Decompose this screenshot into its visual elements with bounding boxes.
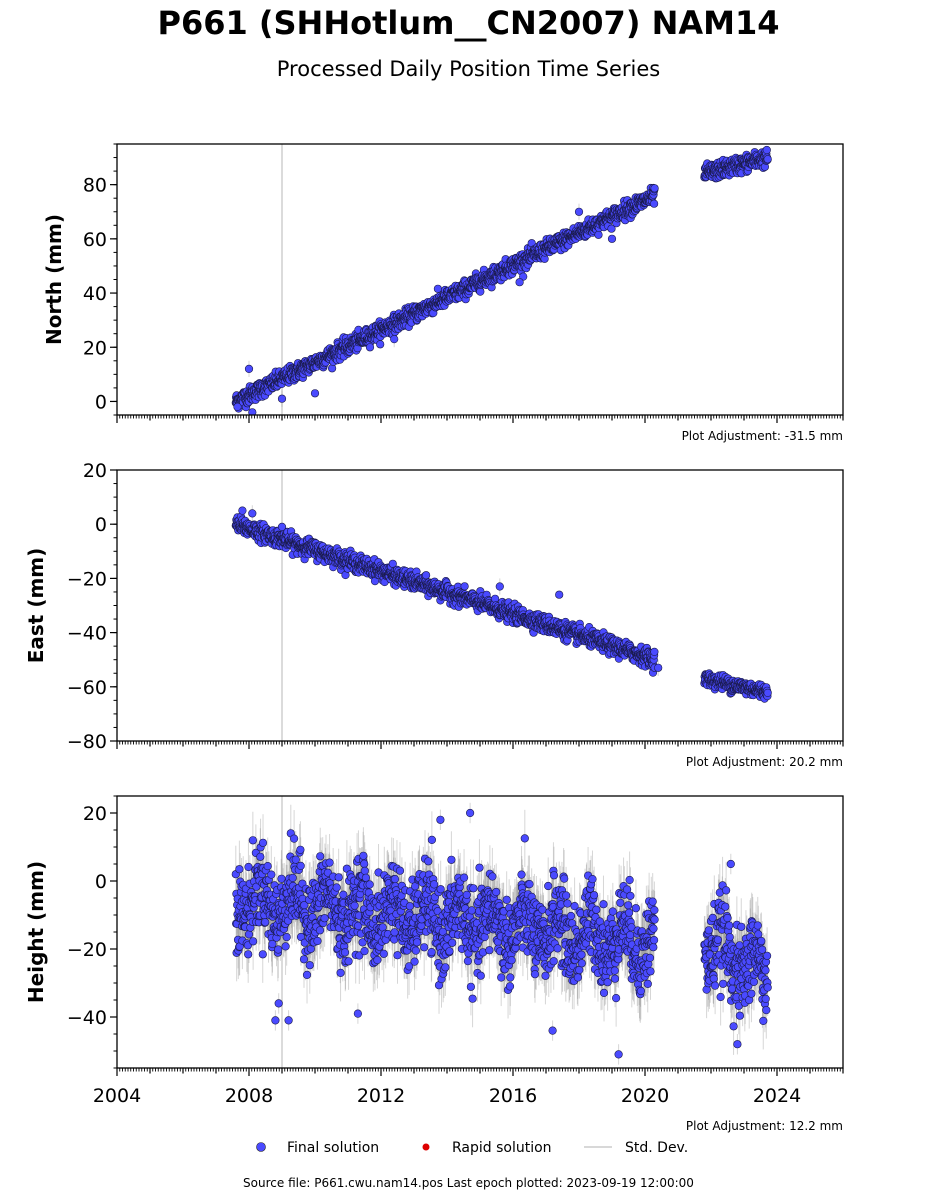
north-panel: 0 20 40 60 80 North (mm) Plot Adjustment: -31.… — [42, 143, 844, 443]
north-y-axis-label: North (mm) — [42, 214, 66, 345]
east-data-point — [422, 571, 431, 580]
north-data-point — [649, 199, 659, 208]
north-data-point — [515, 278, 524, 287]
north-points — [231, 145, 772, 415]
east-data-point — [460, 582, 469, 591]
chart-title: P661 (SHHotlum__CN2007) NAM14 — [157, 4, 780, 42]
north-data-point — [390, 335, 399, 344]
north-y-tick-label: 40 — [83, 283, 107, 305]
north-data-point — [277, 394, 287, 403]
north-data-point — [650, 184, 659, 193]
north-data-point — [476, 287, 485, 296]
north-plot-adjustment: Plot Adjustment: -31.5 mm — [682, 429, 843, 443]
north-data-point — [594, 230, 603, 239]
north-data-point — [607, 224, 616, 233]
north-data — [231, 144, 772, 415]
east-data — [231, 470, 772, 741]
north-data-point — [310, 389, 320, 398]
north-y-tick-label: 20 — [83, 337, 107, 359]
north-data-point — [433, 284, 443, 293]
north-data-point — [376, 340, 385, 349]
north-y-tick-label: 60 — [83, 229, 107, 251]
north-data-point — [574, 207, 584, 216]
plot-canvas: 0 20 40 60 80 North (mm) Plot Adjustment: -31.… — [24, 143, 844, 1156]
north-data-point — [763, 155, 772, 164]
north-y-tick-label: 0 — [95, 391, 107, 413]
east-points — [231, 506, 772, 703]
north-y-tick-label: 80 — [83, 175, 107, 197]
north-data-point — [607, 234, 617, 243]
north-data-point — [248, 408, 257, 415]
north-data-point — [365, 343, 375, 352]
north-data-point — [244, 364, 254, 374]
north-data-point — [233, 402, 242, 412]
north-data-point — [762, 145, 771, 155]
chart-subtitle: Processed Daily Position Time Series — [276, 57, 661, 81]
